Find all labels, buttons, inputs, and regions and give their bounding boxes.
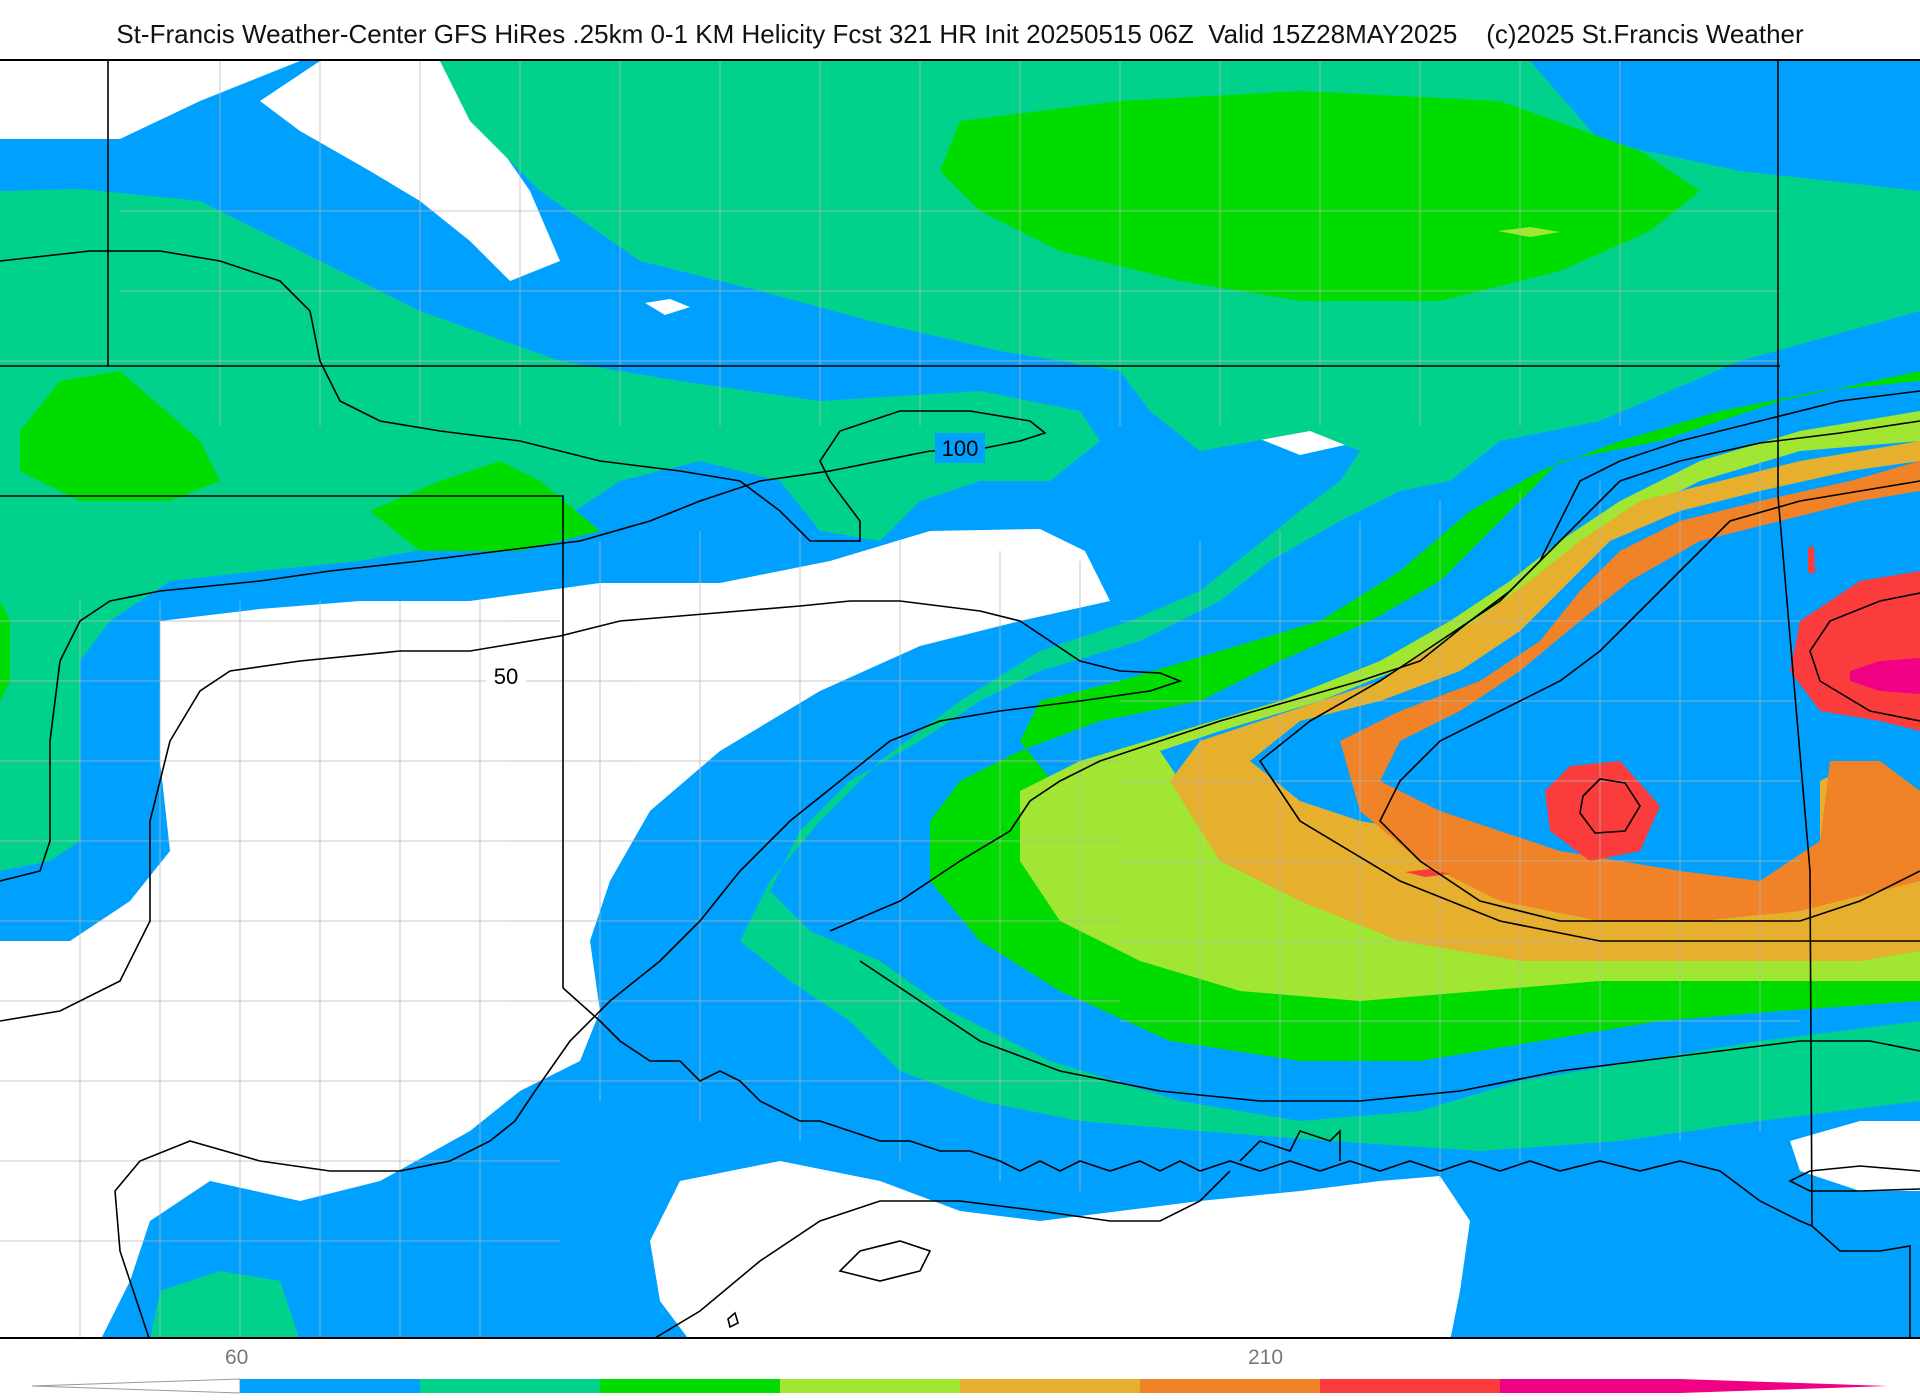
low-area-west-plains bbox=[0, 529, 1110, 1337]
helicity-low-areas bbox=[0, 61, 1920, 1337]
low-area-northwest bbox=[260, 61, 560, 281]
state-line-horizontal-2 bbox=[0, 495, 564, 988]
red-spot-north bbox=[1808, 547, 1815, 573]
orange-east bbox=[1340, 461, 1920, 921]
county-grid-north bbox=[0, 61, 1780, 426]
contour-label-50-bg bbox=[486, 661, 526, 689]
gold-east bbox=[1170, 441, 1920, 961]
legend-under-arrow bbox=[31, 1378, 241, 1394]
contour-150-east bbox=[1258, 420, 1920, 942]
state-boundaries bbox=[0, 61, 1911, 1337]
contour-east-lower bbox=[1788, 1165, 1920, 1192]
legend-tick-60: 60 bbox=[225, 1346, 249, 1369]
red-spot-small bbox=[1405, 869, 1450, 877]
contour-100 bbox=[0, 250, 1047, 882]
legend-swatch bbox=[1140, 1379, 1321, 1393]
legend-colorbar bbox=[31, 1378, 1888, 1394]
red-spot-center bbox=[1545, 761, 1660, 861]
green-west-2 bbox=[370, 461, 600, 551]
green-west-edge bbox=[0, 601, 10, 701]
helicity-fill-180 bbox=[1170, 441, 1920, 961]
teal-southwest bbox=[150, 1271, 299, 1337]
contour-label-50: 50 bbox=[494, 664, 518, 689]
contour-50-south bbox=[655, 1170, 1231, 1337]
legend-over-arrow bbox=[1680, 1379, 1888, 1393]
helicity-fill-270 bbox=[1850, 658, 1920, 694]
helicity-map[interactable]: 100 50 bbox=[0, 59, 1920, 1339]
contour-label-100: 100 bbox=[942, 436, 979, 461]
helicity-contours bbox=[0, 250, 1920, 1337]
legend-swatch bbox=[1320, 1379, 1501, 1393]
legend-swatch bbox=[420, 1379, 601, 1393]
legend-swatch bbox=[780, 1379, 961, 1393]
contour-250-east bbox=[1809, 592, 1920, 722]
state-line-lake bbox=[1239, 1129, 1341, 1162]
map-title: St-Francis Weather-Center GFS HiRes .25k… bbox=[116, 19, 1804, 49]
legend-swatch bbox=[600, 1379, 781, 1393]
contour-100-east bbox=[829, 390, 1920, 932]
contour-small-south bbox=[838, 1240, 932, 1282]
county-grid-east bbox=[1120, 461, 1800, 1191]
teal-north-band bbox=[440, 61, 1920, 1151]
legend-swatch bbox=[240, 1379, 421, 1393]
contour-100-south bbox=[859, 960, 1920, 1102]
county-grid-west bbox=[0, 601, 560, 1337]
state-line-red-river bbox=[562, 987, 1813, 1227]
county-lines bbox=[0, 61, 1800, 1337]
contour-labels: 100 50 bbox=[486, 433, 985, 689]
low-area-east bbox=[1790, 1121, 1920, 1191]
green-west-1 bbox=[20, 371, 220, 501]
legend-swatch bbox=[960, 1379, 1141, 1393]
low-area-south-central bbox=[650, 1161, 1470, 1337]
legend-tick-210: 210 bbox=[1248, 1346, 1284, 1369]
legend-swatches bbox=[240, 1379, 1681, 1393]
helicity-fill-90 bbox=[0, 61, 1920, 1337]
legend-swatch bbox=[1500, 1379, 1681, 1393]
contour-50 bbox=[0, 600, 1183, 1337]
state-line-east bbox=[1777, 61, 1911, 1337]
contour-250-core bbox=[1579, 778, 1641, 834]
low-area-island-1 bbox=[645, 299, 690, 315]
contour-label-100-bg bbox=[935, 433, 985, 463]
contour-small-dot bbox=[727, 1311, 739, 1329]
county-grid-central bbox=[560, 531, 1120, 1191]
contour-200-east bbox=[1379, 480, 1920, 922]
color-legend: 60 210 bbox=[0, 1341, 1920, 1400]
magenta-east-edge bbox=[1850, 658, 1920, 694]
helicity-fill-210 bbox=[1340, 461, 1920, 921]
lime-spot-north bbox=[1498, 227, 1560, 237]
teal-northwest bbox=[0, 189, 1100, 871]
